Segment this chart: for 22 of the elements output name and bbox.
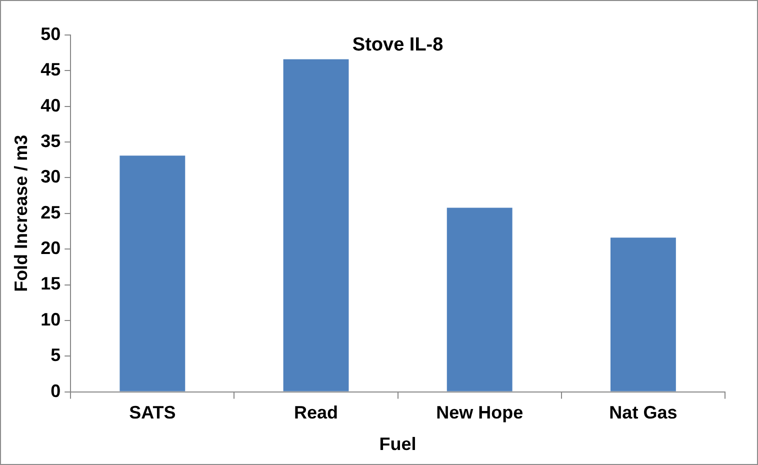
y-tick-label: 40 bbox=[40, 95, 61, 116]
y-tick-label: 30 bbox=[40, 166, 61, 187]
y-tick-label: 0 bbox=[50, 380, 61, 401]
y-tick-label: 45 bbox=[40, 60, 61, 80]
bar bbox=[283, 59, 349, 392]
x-tick-label: New Hope bbox=[436, 402, 524, 423]
bar bbox=[446, 208, 512, 392]
y-axis-title: Fold Increase / m3 bbox=[10, 134, 31, 292]
bar bbox=[120, 156, 186, 392]
x-axis-title: Fuel bbox=[379, 434, 416, 454]
x-tick-label: Nat Gas bbox=[609, 402, 678, 423]
y-tick-label: 10 bbox=[40, 309, 61, 330]
bar bbox=[610, 238, 676, 392]
chart-title: Stove IL-8 bbox=[352, 34, 444, 56]
y-tick-label: 20 bbox=[40, 238, 61, 258]
y-tick-label: 50 bbox=[40, 24, 61, 44]
x-tick-label: Read bbox=[294, 402, 338, 423]
x-tick-label: SATS bbox=[129, 402, 176, 423]
y-tick-label: 15 bbox=[40, 274, 61, 294]
y-tick-label: 25 bbox=[40, 202, 61, 222]
y-tick-label: 5 bbox=[50, 345, 61, 366]
y-tick-label: 35 bbox=[40, 131, 61, 152]
